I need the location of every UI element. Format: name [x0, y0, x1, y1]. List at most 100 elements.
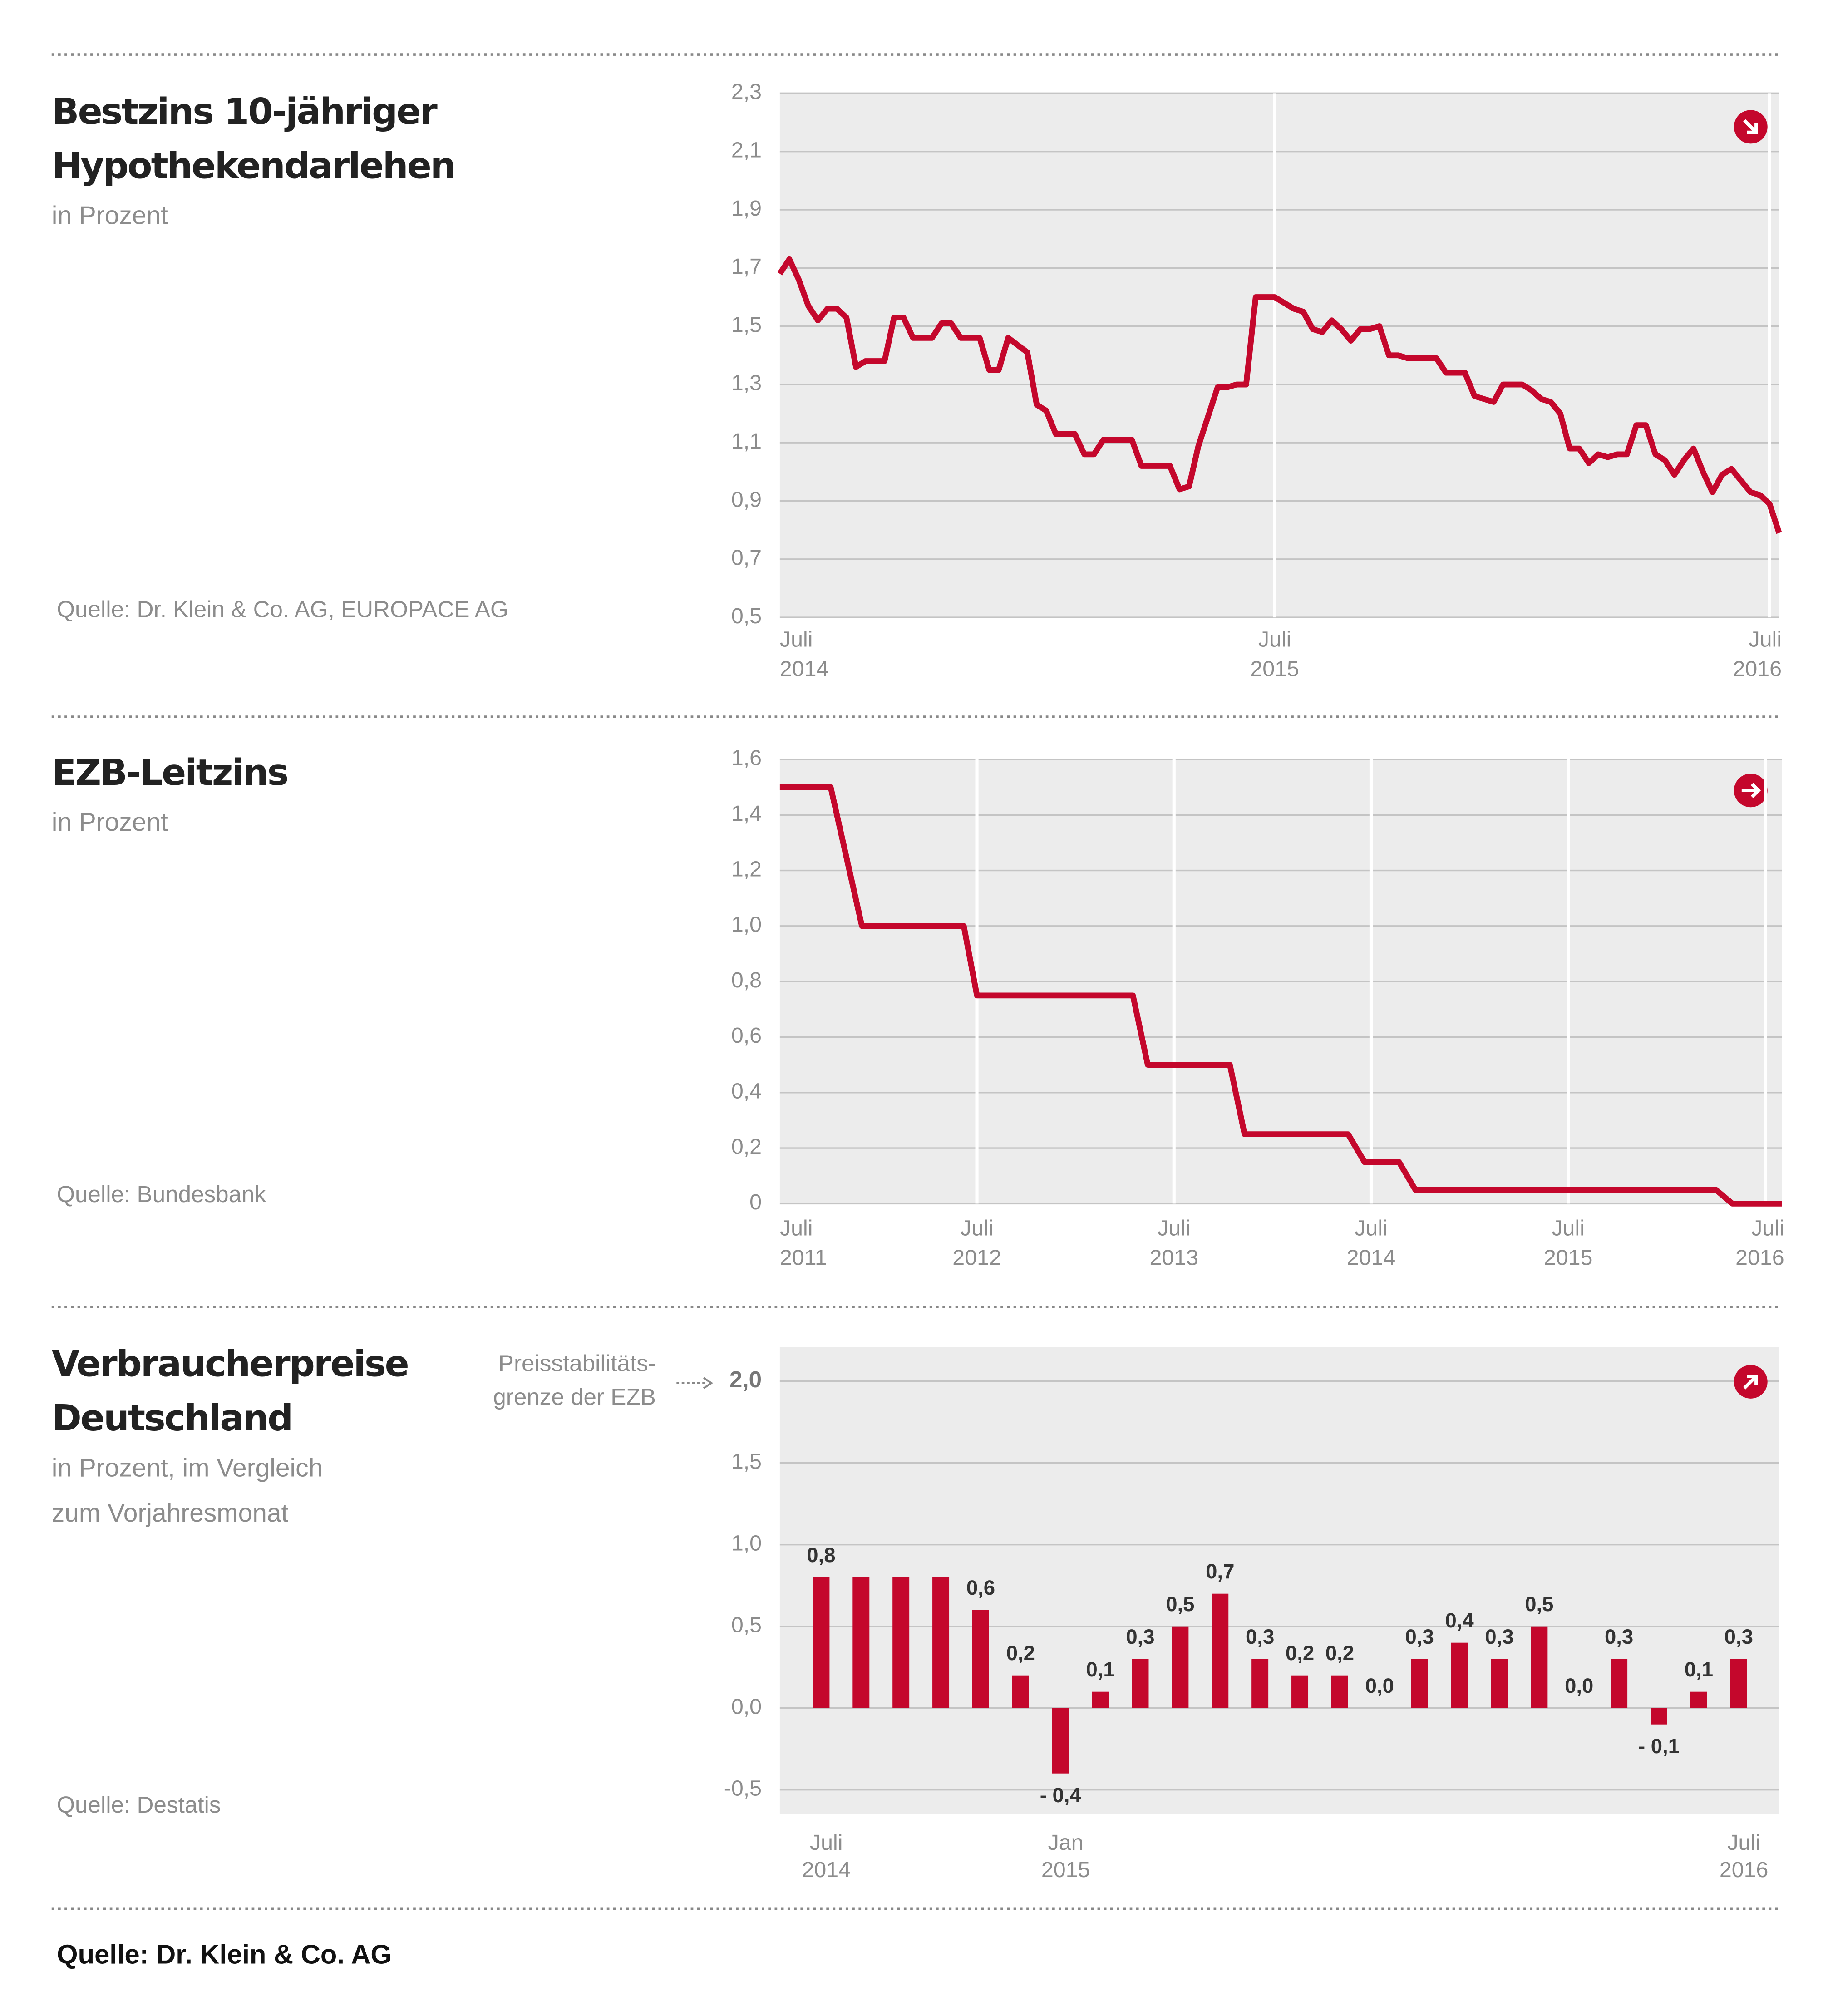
plot-area: [779, 1347, 1779, 1814]
icon-arrow: [1741, 783, 1761, 799]
value-label: 0,3: [1485, 1625, 1513, 1648]
y-tick-label: 0,8: [731, 968, 762, 992]
y-tick-label: 1,2: [731, 857, 762, 881]
bar: [1012, 1675, 1029, 1708]
trend-icon: [1734, 774, 1768, 808]
bar: [1451, 1642, 1468, 1708]
bar: [932, 1577, 950, 1708]
bar: [1611, 1659, 1628, 1708]
y-tick-label: -0,5: [724, 1776, 762, 1800]
source: Quelle: Bundesbank: [57, 1181, 266, 1207]
bar: [852, 1577, 870, 1708]
y-tick-label: 0,5: [731, 1612, 762, 1637]
y-tick-label: 1,0: [731, 912, 762, 937]
value-label: 0,5: [1525, 1592, 1553, 1616]
value-label: 0,3: [1126, 1625, 1154, 1648]
value-label: - 0,4: [1040, 1784, 1082, 1807]
annotation-arrowhead: [703, 1377, 713, 1389]
bar: [1651, 1708, 1667, 1725]
value-label: 0,7: [1206, 1560, 1234, 1583]
chart-subtitle: in Prozent: [52, 808, 168, 837]
value-label: 0,1: [1086, 1658, 1114, 1681]
bar: [1411, 1659, 1428, 1708]
x-tick-label: Juli 2011: [780, 1216, 827, 1270]
chart-title: Deutschland: [52, 1397, 292, 1439]
bar: [1331, 1675, 1348, 1708]
value-label: 0,2: [1325, 1641, 1354, 1665]
y-tick-label: 1,5: [731, 1449, 762, 1474]
bar: [813, 1577, 830, 1708]
y-tick-label: 1,5: [731, 312, 762, 337]
value-label: 0,0: [1365, 1674, 1394, 1697]
line: [777, 256, 1782, 534]
value-label: 0,4: [1445, 1609, 1474, 1632]
y-tick-label: 1,9: [731, 196, 762, 221]
y-tick-label: 0: [749, 1190, 762, 1214]
value-label: 0,2: [1006, 1641, 1035, 1665]
y-tick-label: 0,5: [731, 604, 762, 628]
y-tick-label: 2,1: [731, 138, 762, 162]
y-tick-label: 1,3: [731, 371, 762, 395]
x-tick-label: Juli 2014: [802, 1830, 851, 1882]
bar: [1212, 1593, 1229, 1708]
value-label: 0,3: [1724, 1625, 1753, 1648]
bar: [1491, 1659, 1508, 1708]
chart-title: Bestzins 10-jähriger: [52, 90, 438, 133]
y-tick-label: 2,0: [729, 1366, 762, 1392]
value-label: 0,2: [1286, 1641, 1314, 1665]
x-tick-label: Juli 2013: [1149, 1216, 1198, 1270]
value-label: 0,3: [1605, 1625, 1633, 1648]
trend-icon: [1734, 1365, 1768, 1399]
bar: [1690, 1691, 1707, 1708]
icon-arrow: [1743, 1375, 1758, 1390]
line: [779, 784, 1782, 1207]
y-tick-label: 1,1: [731, 429, 762, 453]
y-tick-label: 0,4: [731, 1079, 762, 1104]
footer-source: Quelle: Dr. Klein & Co. AG: [57, 1939, 392, 1969]
bar: [1092, 1691, 1109, 1708]
chart-subtitle: in Prozent, im Vergleich: [52, 1454, 323, 1482]
x-tick-label: Juli 2016: [1720, 1830, 1769, 1882]
bar: [1531, 1626, 1548, 1708]
chart-subtitle: zum Vorjahresmonat: [52, 1499, 289, 1528]
x-tick-label: Juli 2016: [1735, 1216, 1784, 1270]
y-tick-label: 2,3: [731, 79, 762, 104]
plot-area: [779, 93, 1779, 618]
x-tick-label: Juli 2014: [780, 627, 829, 681]
trend-icon: [1734, 110, 1768, 144]
y-tick-label: 1,0: [731, 1531, 762, 1555]
bar: [1730, 1659, 1747, 1708]
source: Quelle: Destatis: [57, 1792, 221, 1818]
bar: [1251, 1659, 1269, 1708]
x-tick-label: Juli 2015: [1544, 1216, 1593, 1270]
x-tick-label: Juli 2012: [952, 1216, 1001, 1270]
x-tick-label: Juli 2014: [1347, 1216, 1396, 1270]
chart-subtitle: in Prozent: [52, 201, 168, 230]
source: Quelle: Dr. Klein & Co. AG, EUROPACE AG: [57, 596, 508, 622]
bar: [892, 1577, 910, 1708]
value-label: 0,3: [1246, 1625, 1274, 1648]
value-label: 0,8: [807, 1543, 835, 1567]
value-label: 0,3: [1405, 1625, 1434, 1648]
separators: [51, 53, 1779, 1910]
y-tick-label: 0,6: [731, 1023, 762, 1048]
x-tick-label: Juli 2015: [1250, 627, 1299, 681]
value-label: - 0,1: [1638, 1735, 1680, 1758]
y-tick-label: 1,4: [731, 801, 762, 826]
y-tick-label: 0,7: [731, 546, 762, 570]
annotation: Preisstabilitäts-: [498, 1350, 656, 1376]
bar: [1052, 1708, 1069, 1774]
bar: [1291, 1675, 1309, 1708]
y-tick-label: 1,6: [731, 746, 762, 770]
value-label: 0,6: [966, 1576, 995, 1599]
annotation: grenze der EZB: [493, 1384, 656, 1410]
chart-title: EZB-Leitzins: [52, 751, 288, 794]
bar: [1172, 1626, 1189, 1708]
chart-title: Verbraucherpreise: [52, 1343, 408, 1385]
y-tick-label: 1,7: [731, 254, 762, 279]
x-tick-label: Jan 2015: [1041, 1830, 1090, 1882]
y-tick-label: 0,9: [731, 487, 762, 512]
bar: [972, 1610, 989, 1708]
